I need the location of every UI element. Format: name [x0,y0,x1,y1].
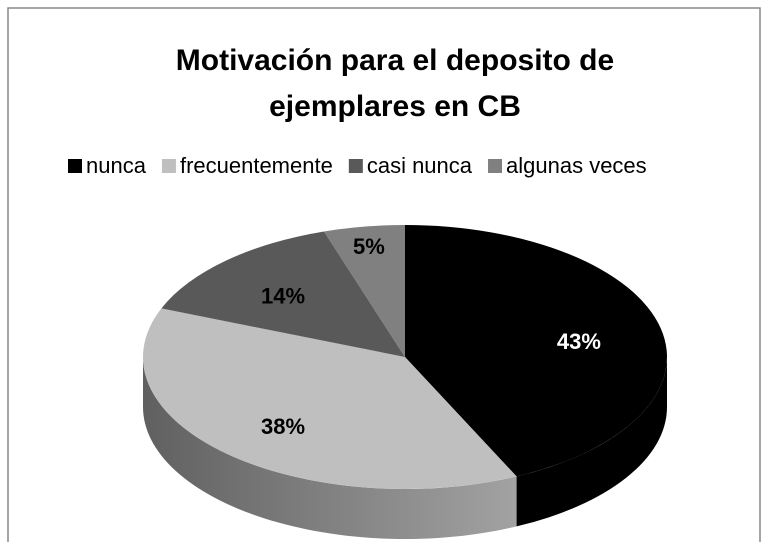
pie-side [516,357,667,527]
pie-slice [324,225,405,357]
pie-slice [161,231,405,357]
data-label: 14% [261,283,305,308]
chart-title: Motivación para el deposito de ejemplare… [175,44,615,123]
legend-swatch [488,159,503,173]
data-label: 5% [353,234,385,259]
legend-swatch [161,159,176,173]
pie-side [143,357,517,540]
legend-label: algunas veces [506,153,647,178]
pie-slice [405,225,668,477]
data-label: 38% [261,414,305,439]
legend-swatch [68,159,82,173]
legend-label: nunca [86,153,147,178]
legend-label: casi nunca [367,153,473,178]
pie-slice [143,308,517,489]
legend-label: frecuentemente [180,153,333,178]
legend-swatch [348,159,363,173]
data-label: 43% [557,329,601,354]
